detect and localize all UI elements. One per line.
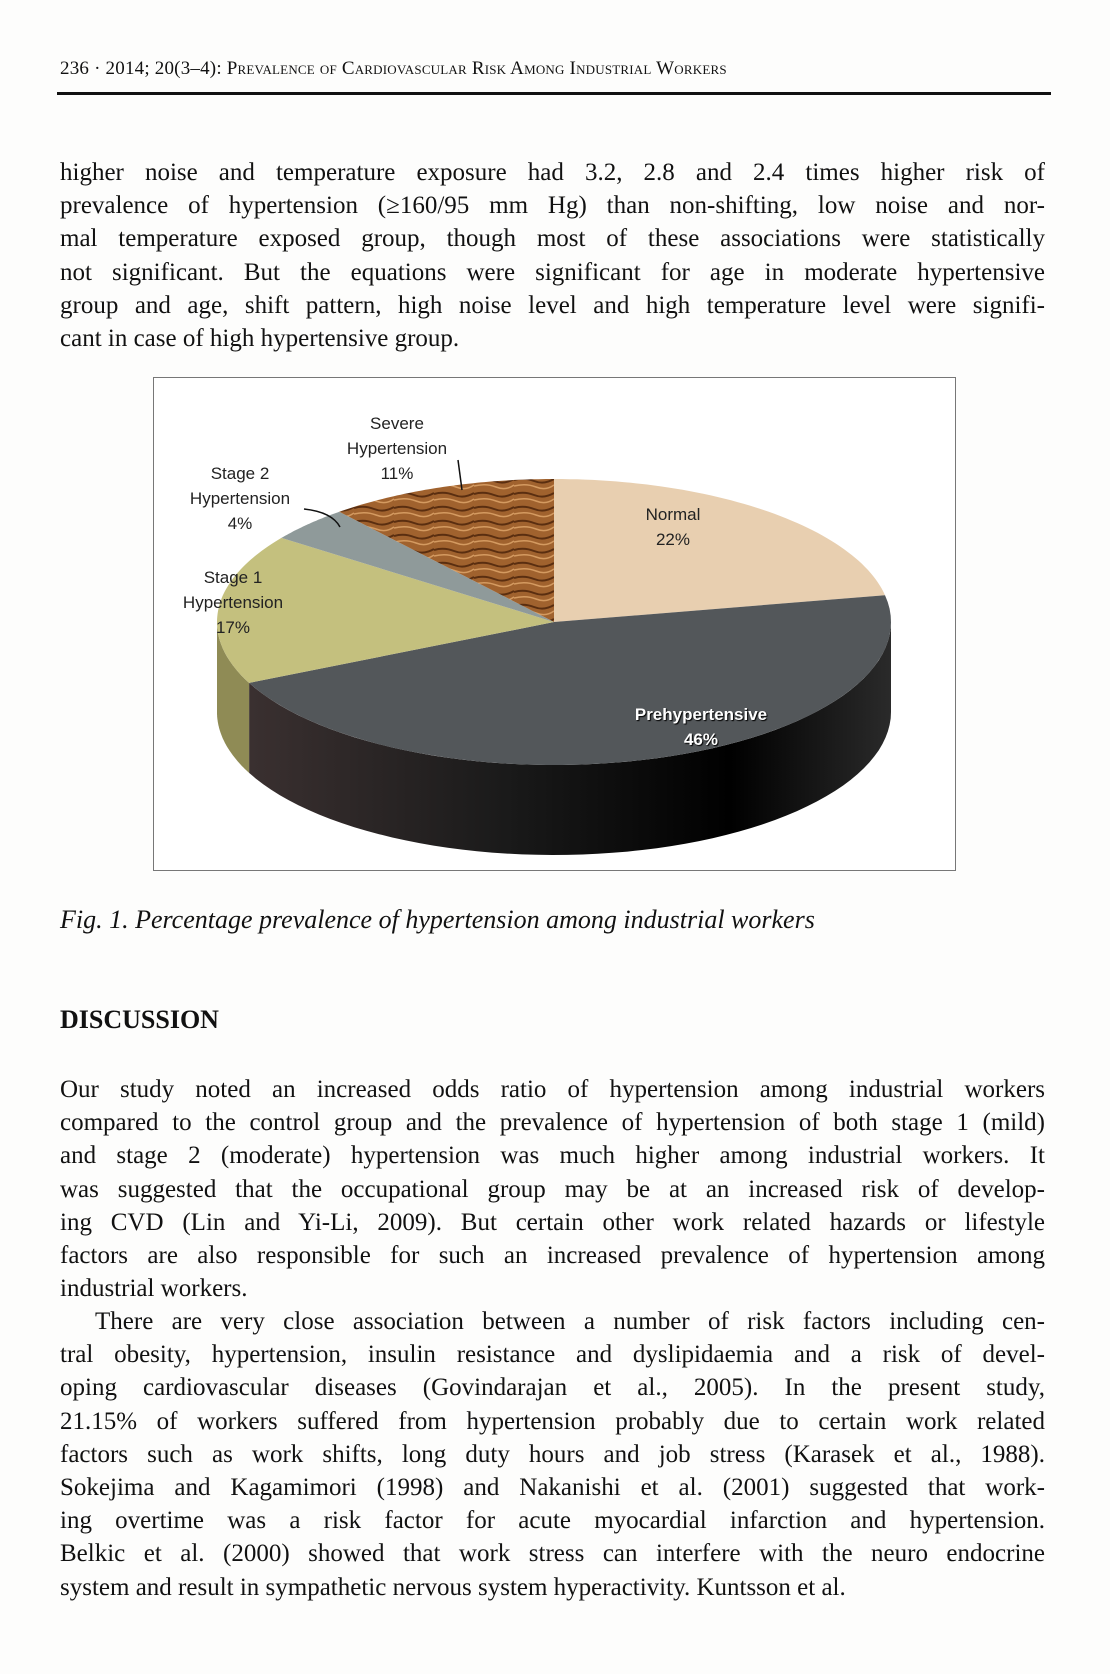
section-heading: DISCUSSION xyxy=(60,1005,219,1034)
label-text: Severe xyxy=(370,414,424,433)
text-line: cant in case of high hypertensive group. xyxy=(60,324,460,352)
label-text: Hypertension xyxy=(189,489,291,508)
text-line: Our study noted an increased odds ratio … xyxy=(60,1076,1045,1103)
stage2-leader-line xyxy=(303,508,341,528)
text-line: not significant. But the equations were … xyxy=(60,258,1045,286)
label-text: 17% xyxy=(215,618,251,637)
page-number: 236 xyxy=(60,58,90,79)
label-text: Normal xyxy=(645,505,701,524)
label-text: 46% xyxy=(683,730,719,749)
running-title: Prevalence of Cardiovascular Risk Among … xyxy=(226,58,727,79)
label-text: 11% xyxy=(380,464,414,483)
text-line: higher noise and temperature exposure ha… xyxy=(60,159,1045,186)
pie-slice-severe-hypertension xyxy=(339,479,554,622)
figure-caption: Fig. 1. Percentage prevalence of hyperte… xyxy=(60,905,815,934)
pie-slice-prehypertensive xyxy=(249,595,892,765)
pie-slice-stage-1-hypertension xyxy=(217,537,554,683)
pie-slice-normal xyxy=(554,479,885,622)
severe-leader-line xyxy=(457,459,463,491)
header-rule xyxy=(57,92,1051,95)
pie-chart-figure: Normal 22% Prehypertensive 46% Stage 1 Hypert… xyxy=(153,377,956,871)
data-label-normal: Normal 22% xyxy=(646,502,701,552)
running-header: 236 · 2014; 20(3–4): Prevalence of Cardi… xyxy=(60,58,727,79)
label-text: 4% xyxy=(227,514,253,533)
text-line: Belkic et al. (2000) showed that work st… xyxy=(60,1540,1045,1568)
pie-chart xyxy=(217,459,892,855)
discussion-paragraph-2: There are very close association between… xyxy=(60,1305,1045,1604)
pie-slice-stage-2-hypertension xyxy=(281,511,554,622)
text-line: oping cardiovascular diseases (Govindara… xyxy=(60,1374,1045,1402)
text-line: prevalence of hypertension (≥160/95 mm H… xyxy=(60,192,1045,220)
text-line: factors are also responsible for such an… xyxy=(60,1241,1045,1269)
pie-side-2 xyxy=(217,622,250,773)
text-line: tral obesity, hypertension, insulin resi… xyxy=(60,1341,1045,1369)
data-label-prehypertensive: Prehypertensive 46% xyxy=(635,702,767,752)
label-text: Prehypertensive xyxy=(634,705,768,724)
text-line: compared to the control group and the pr… xyxy=(60,1109,1045,1137)
text-line: and stage 2 (moderate) hypertension was … xyxy=(60,1142,1045,1170)
text-line: Sokejima and Kagamimori (1998) and Nakan… xyxy=(60,1473,1045,1501)
discussion-paragraph-1: Our study noted an increased odds ratio … xyxy=(60,1073,1045,1305)
text-line: ing CVD (Lin and Yi-Li, 2009). But certa… xyxy=(60,1208,1045,1236)
label-text: Stage 1 xyxy=(203,568,263,587)
text-line: group and age, shift pattern, high noise… xyxy=(60,291,1045,319)
text-line: was suggested that the occupational grou… xyxy=(60,1175,1045,1203)
text-line: mal temperature exposed group, though mo… xyxy=(60,225,1045,253)
data-label-stage-2-hypertension: Stage 2 Hypertension 4% xyxy=(190,461,290,536)
data-label-stage-1-hypertension: Stage 1 Hypertension 17% xyxy=(183,565,283,640)
issue: 2014; 20(3–4): xyxy=(105,58,222,79)
text-line: 21.15% of workers suffered from hyperten… xyxy=(60,1407,1045,1435)
text-line: industrial workers. xyxy=(60,1275,248,1303)
text-line: system and result in sympathetic nervous… xyxy=(60,1573,846,1601)
label-text: Hypertension xyxy=(182,593,284,612)
text-line: There are very close association between… xyxy=(95,1308,1045,1335)
pie-side-1 xyxy=(249,622,892,855)
label-text: 22% xyxy=(655,530,691,549)
label-text: Hypertension xyxy=(346,439,448,458)
data-label-severe-hypertension: Severe Hypertension 11% xyxy=(347,411,447,486)
label-text: Stage 2 xyxy=(210,464,270,483)
text-line: ing overtime was a risk factor for acute… xyxy=(60,1507,1045,1535)
text-line: factors such as work shifts, long duty h… xyxy=(60,1440,1045,1468)
intro-paragraph: higher noise and temperature exposure ha… xyxy=(60,156,1045,355)
